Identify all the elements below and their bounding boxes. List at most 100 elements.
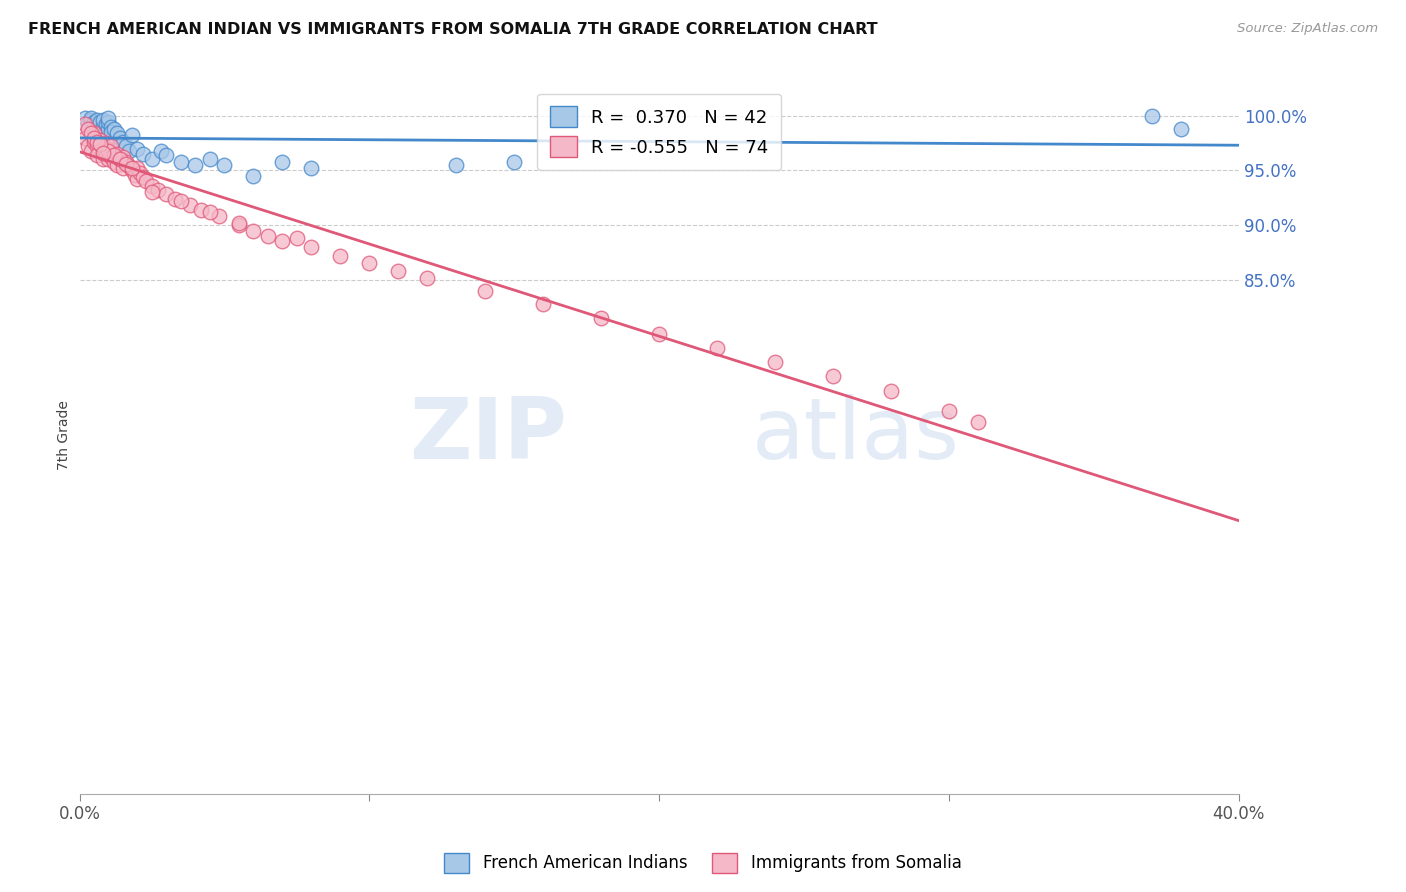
Point — [108, 153, 131, 167]
Point — [83, 130, 105, 145]
Point — [271, 154, 294, 169]
Point — [124, 168, 146, 182]
Point — [127, 141, 149, 155]
Point — [75, 130, 97, 145]
Point — [94, 125, 117, 139]
Point — [416, 270, 439, 285]
Point — [94, 147, 117, 161]
Point — [97, 115, 120, 129]
Point — [821, 368, 844, 383]
Point — [86, 113, 108, 128]
Point — [474, 284, 496, 298]
Point — [763, 355, 786, 369]
Point — [938, 404, 960, 418]
Point — [97, 144, 120, 158]
Point — [179, 198, 201, 212]
Point — [91, 120, 114, 134]
Point — [103, 154, 125, 169]
Point — [170, 194, 193, 208]
Point — [285, 231, 308, 245]
Point — [155, 187, 177, 202]
Point — [170, 154, 193, 169]
Point — [967, 415, 990, 429]
Point — [103, 148, 125, 162]
Point — [146, 183, 169, 197]
Point — [132, 169, 155, 184]
Point — [75, 111, 97, 125]
Point — [86, 135, 108, 149]
Point — [184, 158, 207, 172]
Point — [94, 118, 117, 132]
Point — [135, 174, 157, 188]
Point — [242, 169, 264, 183]
Text: FRENCH AMERICAN INDIAN VS IMMIGRANTS FROM SOMALIA 7TH GRADE CORRELATION CHART: FRENCH AMERICAN INDIAN VS IMMIGRANTS FRO… — [28, 22, 877, 37]
Point — [531, 297, 554, 311]
Legend: R =  0.370   N = 42, R = -0.555   N = 74: R = 0.370 N = 42, R = -0.555 N = 74 — [537, 94, 782, 169]
Point — [77, 139, 100, 153]
Point — [91, 141, 114, 155]
Point — [108, 130, 131, 145]
Point — [214, 158, 236, 172]
Point — [115, 154, 138, 169]
Point — [118, 159, 141, 173]
Point — [83, 135, 105, 149]
Point — [91, 145, 114, 160]
Point — [591, 311, 613, 326]
Point — [105, 126, 128, 140]
Point — [880, 384, 903, 399]
Point — [242, 223, 264, 237]
Point — [75, 118, 97, 132]
Point — [89, 133, 111, 147]
Text: atlas: atlas — [752, 394, 960, 477]
Point — [271, 235, 294, 249]
Point — [387, 264, 409, 278]
Point — [80, 126, 103, 140]
Point — [329, 249, 352, 263]
Point — [155, 148, 177, 162]
Point — [80, 113, 103, 128]
Point — [207, 210, 229, 224]
Point — [89, 115, 111, 129]
Point — [165, 192, 187, 206]
Point — [299, 240, 322, 254]
Point — [115, 157, 138, 171]
Point — [359, 256, 381, 270]
Point — [83, 120, 105, 134]
Point — [190, 202, 212, 217]
Point — [1140, 109, 1163, 123]
Y-axis label: 7th Grade: 7th Grade — [58, 401, 72, 470]
Point — [132, 147, 155, 161]
Point — [257, 229, 280, 244]
Point — [299, 161, 322, 176]
Point — [77, 121, 100, 136]
Point — [111, 150, 134, 164]
Point — [100, 139, 122, 153]
Point — [706, 341, 728, 355]
Point — [83, 126, 105, 140]
Point — [80, 144, 103, 158]
Point — [228, 218, 250, 232]
Point — [91, 113, 114, 128]
Point — [129, 165, 152, 179]
Point — [105, 147, 128, 161]
Legend: French American Indians, Immigrants from Somalia: French American Indians, Immigrants from… — [437, 847, 969, 880]
Point — [94, 136, 117, 150]
Point — [91, 153, 114, 167]
Point — [77, 118, 100, 132]
Point — [115, 139, 138, 153]
Point — [97, 153, 120, 167]
Point — [121, 128, 143, 143]
Point — [121, 161, 143, 176]
Text: Source: ZipAtlas.com: Source: ZipAtlas.com — [1237, 22, 1378, 36]
Point — [100, 120, 122, 134]
Point — [198, 153, 221, 167]
Point — [108, 153, 131, 167]
Point — [1170, 121, 1192, 136]
Point — [141, 178, 163, 193]
Point — [83, 115, 105, 129]
Point — [86, 148, 108, 162]
Point — [89, 121, 111, 136]
Point — [141, 153, 163, 167]
Point — [97, 141, 120, 155]
Point — [86, 118, 108, 132]
